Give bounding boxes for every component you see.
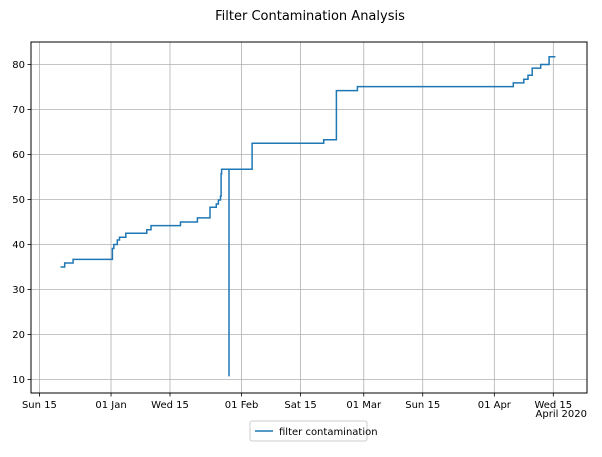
legend-label: filter contamination [279, 427, 378, 438]
plot-frame [30, 41, 588, 394]
x-tick-label: Sun 15 [405, 400, 440, 411]
y-tick-label: 20 [12, 330, 25, 341]
x-axis: Sun 15 01 Jan Wed 15 01 Feb Sat 15 01 Mar Sun … [22, 393, 572, 411]
y-axis: 10 20 30 40 50 60 70 80 [12, 60, 31, 386]
grid-lines [31, 42, 587, 393]
y-tick-label: 80 [12, 60, 25, 71]
legend: filter contamination [249, 420, 378, 442]
series-layer [60, 56, 556, 377]
series-line-filter-contamination [60, 56, 556, 377]
y-tick-label: 30 [12, 285, 25, 296]
x-tick-label: 01 Apr [478, 400, 512, 411]
chart-title: Filter Contamination Analysis [215, 9, 405, 24]
x-tick-label: Sat 15 [284, 400, 316, 411]
x-tick-label: Wed 15 [151, 400, 189, 411]
y-tick-label: 70 [12, 105, 25, 116]
x-tick-label: 01 Mar [346, 400, 382, 411]
x-tick-label: Sun 15 [22, 400, 57, 411]
y-tick-label: 40 [12, 240, 25, 251]
legend-box [249, 420, 368, 442]
x-tick-label: 01 Jan [95, 400, 126, 411]
x-tick-label: 01 Feb [225, 400, 259, 411]
y-tick-label: 60 [12, 150, 25, 161]
y-tick-label: 10 [12, 375, 25, 386]
x-tick-label: Wed 15 [534, 400, 572, 411]
x-offset-label: April 2020 [536, 409, 587, 420]
y-tick-label: 50 [12, 195, 25, 206]
